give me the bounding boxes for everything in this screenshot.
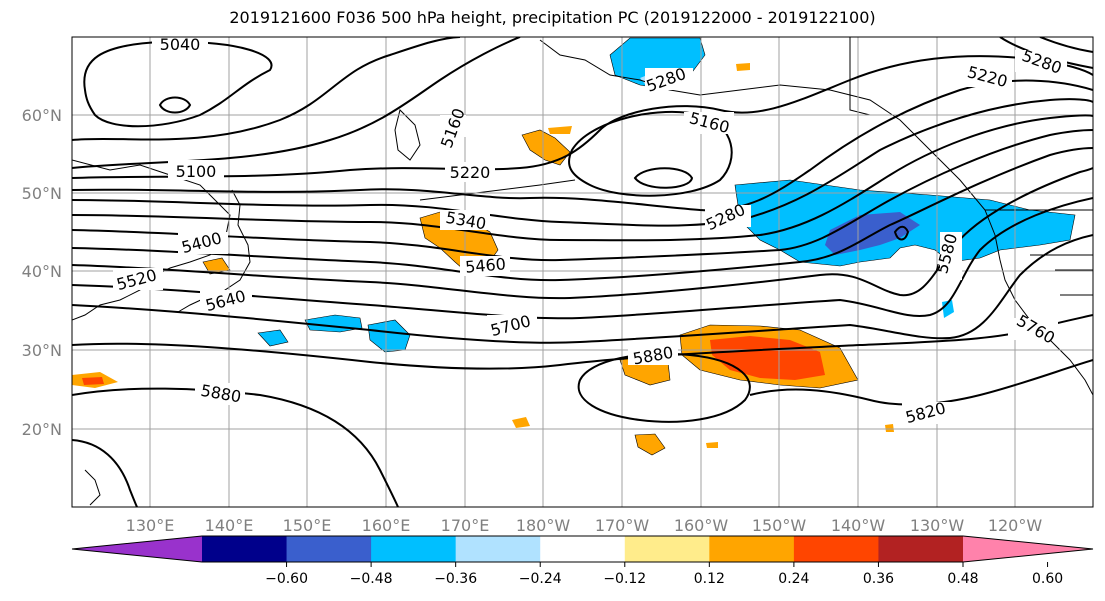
colorbar-segment xyxy=(793,536,879,562)
longitude-labels: 130°E 140°E 150°E 160°E 170°E 180°W 170°… xyxy=(126,516,1043,535)
colorbar-tick-label: 0.48 xyxy=(947,571,978,587)
contour-5640 xyxy=(72,197,1093,320)
precip-positive-area-160w-south xyxy=(634,433,666,456)
colorbar-extend-high xyxy=(963,536,1093,562)
colorbar-tick-label: −0.12 xyxy=(603,571,646,587)
contour-5880 xyxy=(72,387,399,507)
coastlines xyxy=(72,37,1093,506)
contour-5940 xyxy=(72,439,138,507)
lon-label: 130°E xyxy=(126,516,175,535)
precip-positive-small-north xyxy=(548,126,572,134)
lat-label: 40°N xyxy=(22,262,62,281)
contour-5220 xyxy=(72,55,1093,179)
coast-taiwan xyxy=(84,469,101,506)
colorbar-outline xyxy=(71,535,1094,563)
colorbar-tick-label: −0.24 xyxy=(519,571,562,587)
coast-asia xyxy=(72,159,231,321)
colorbar-tick-label: 0.36 xyxy=(863,571,894,587)
colorbar-segment xyxy=(455,536,541,562)
colorbar-segment xyxy=(540,536,626,562)
precip-positive-area-japan xyxy=(202,257,231,275)
lon-label: 150°E xyxy=(283,516,332,535)
precip-positive-small-gulf xyxy=(736,63,750,71)
lat-label: 50°N xyxy=(22,184,62,203)
lon-label: 140°W xyxy=(831,516,886,535)
contour-5580 xyxy=(72,167,1093,300)
contour-5400 xyxy=(72,114,1093,242)
lat-label: 30°N xyxy=(22,341,62,360)
contour-5460 xyxy=(72,129,1093,262)
lon-label: 160°E xyxy=(362,516,411,535)
precip-negative-area-165e xyxy=(367,319,411,353)
coast-aleutians xyxy=(419,179,576,201)
colorbar: −0.60 −0.48 −0.36 −0.24 −0.12 0.12 0.24 0.36 0.4… xyxy=(71,535,1094,587)
colorbar-segment xyxy=(371,536,457,562)
lon-label: 160°W xyxy=(674,516,729,535)
contour-5100 xyxy=(72,37,461,141)
contour-5040-small xyxy=(158,96,192,114)
latitude-labels: 60°N 50°N 40°N 30°N 20°N xyxy=(22,106,62,439)
contour-label: 5100 xyxy=(176,162,217,181)
contour-label: 5280 xyxy=(703,200,748,234)
colorbar-tick-label: 0.12 xyxy=(694,571,725,587)
contour-5340 xyxy=(72,98,1093,227)
map-title: 2019121600 F036 500 hPa height, precipit… xyxy=(229,8,876,27)
colorbar-tick-label: 0.60 xyxy=(1032,571,1063,587)
contour-5520 xyxy=(72,147,1093,282)
precip-positive-area-180 xyxy=(521,129,571,166)
colorbar-segment xyxy=(878,536,964,562)
colorbar-segment xyxy=(202,536,288,562)
contour-5040 xyxy=(83,40,273,128)
lon-label: 140°E xyxy=(205,516,254,535)
colorbar-segment xyxy=(624,536,710,562)
precip-positive-small-3 xyxy=(885,424,894,432)
colorbar-extend-low xyxy=(72,536,202,562)
precip-positive-strong-west xyxy=(82,377,104,385)
contour-5220-closed xyxy=(568,110,733,197)
contour-label: 5220 xyxy=(450,163,491,182)
border-canada xyxy=(849,37,1093,211)
contour-thin-ne xyxy=(893,225,910,241)
lon-label: 120°W xyxy=(988,516,1043,535)
colorbar-segment xyxy=(709,536,795,562)
contour-label: 5460 xyxy=(464,254,506,276)
contour-label: 5760 xyxy=(1013,311,1058,348)
contour-5700 xyxy=(72,234,1093,344)
contour-5100-east xyxy=(1039,37,1093,53)
plot-frame xyxy=(71,36,1094,508)
colorbar-tick-label: 0.24 xyxy=(778,571,809,587)
contour-5280 xyxy=(72,79,1093,212)
precip-negative-area-150e xyxy=(257,329,289,347)
coast-alaska xyxy=(539,39,996,236)
lat-label: 60°N xyxy=(22,106,62,125)
colorbar-tick-label: −0.48 xyxy=(350,571,393,587)
contour-label: 5040 xyxy=(160,35,201,54)
coast-kamchatka xyxy=(394,109,421,161)
colorbar-tick-label: −0.60 xyxy=(265,571,308,587)
border-us xyxy=(1030,254,1093,296)
colorbar-tick-label: −0.36 xyxy=(434,571,477,587)
precip-positive-small-1 xyxy=(512,417,530,428)
lon-label: 150°W xyxy=(752,516,807,535)
graticule xyxy=(72,37,1093,507)
contour-5280-closed xyxy=(633,167,694,189)
lon-label: 170°E xyxy=(441,516,490,535)
precip-negative-small-130w xyxy=(942,300,954,318)
lon-label: 170°W xyxy=(595,516,650,535)
lon-label: 180°W xyxy=(516,516,571,535)
lat-label: 20°N xyxy=(22,420,62,439)
coast-na-west xyxy=(994,234,1093,396)
lon-label: 130°W xyxy=(910,516,965,535)
colorbar-segment xyxy=(286,536,372,562)
precip-positive-small-2 xyxy=(706,442,718,448)
